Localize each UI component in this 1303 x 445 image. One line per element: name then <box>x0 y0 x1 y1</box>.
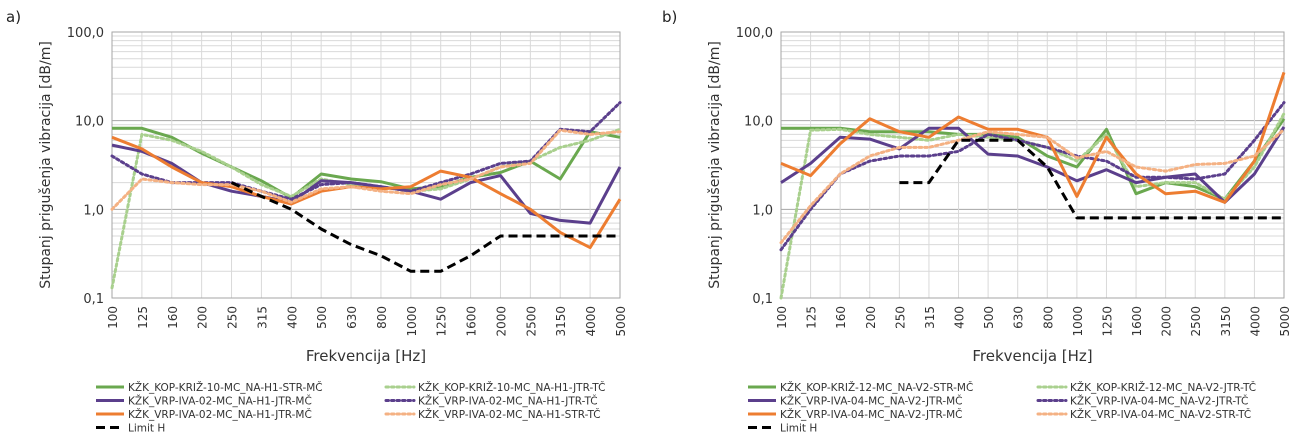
x-ticks-b: 100 125 160 200 250 315 400 500 630 800 1000 1250 16… <box>775 306 1292 337</box>
chart-panel-b: b) Stupanj prigušenja vibracija [dB/m] F… <box>662 8 1292 435</box>
grid-a <box>111 31 621 299</box>
legend-label: KŽK_VRP-IVA-04-MC_NA-V2-JTR-MČ <box>780 395 963 408</box>
x-tick-label: 630 <box>345 306 359 329</box>
y-tick-label: 10,0 <box>75 115 104 130</box>
x-tick-label: 4000 <box>584 306 598 337</box>
legend-label: KŽK_KOP-KRIŽ-12-MC_NA-V2-JTR-TČ <box>1070 381 1256 394</box>
y-tick-label: 10,0 <box>744 115 773 130</box>
series-line-4 <box>779 101 1286 252</box>
x-tick-label: 2000 <box>1160 306 1174 337</box>
y-tick-label: 1,0 <box>83 203 104 218</box>
legend-label: KŽK_KOP-KRIŽ-10-MC_NA-H1-JTR-TČ <box>418 381 605 394</box>
x-tick-label: 1000 <box>1071 306 1085 337</box>
x-tick-label: 1250 <box>1100 306 1114 337</box>
x-axis-label-b: Frekvencija [Hz] <box>972 347 1092 365</box>
x-tick-label: 250 <box>893 306 907 329</box>
legend-label: KŽK_KOP-KRIŽ-10-MC_NA-H1-STR-MČ <box>128 381 323 394</box>
x-tick-label: 400 <box>285 306 299 329</box>
x-tick-label: 800 <box>1041 306 1055 329</box>
series-line-7 <box>230 181 620 273</box>
y-tick-label: 0,1 <box>83 292 104 307</box>
x-tick-label: 5000 <box>614 306 628 337</box>
y-tick-label: 100,0 <box>736 26 773 41</box>
legend-label: KŽK_VRP-IVA-04-MC_NA-V2-JTR-TČ <box>1070 395 1248 408</box>
x-tick-label: 200 <box>864 306 878 329</box>
x-tick-label: 200 <box>196 306 210 329</box>
legend-label: KŽK_VRP-IVA-02-MC_NA-H1-STR-TČ <box>418 408 601 421</box>
legend-a: KŽK_KOP-KRIŽ-10-MC_NA-H1-STR-MČ KŽK_KOP-K… <box>96 381 605 435</box>
x-tick-label: 100 <box>775 306 789 329</box>
x-ticks-a: 100 125 160 200 250 315 400 500 630 800 1000 1250 16… <box>106 306 628 337</box>
legend-label: KŽK_KOP-KRIŽ-12-MC_NA-V2-STR-MČ <box>780 381 973 394</box>
panel-label-a: a) <box>6 8 21 26</box>
y-ticks-b: 0,1 1,0 10,0 100,0 <box>736 26 773 307</box>
series-line-2 <box>779 112 1286 300</box>
y-ticks-a: 0,1 1,0 10,0 100,0 <box>67 26 104 307</box>
x-tick-label: 800 <box>375 306 389 329</box>
legend-label: Limit H <box>128 423 165 435</box>
x-tick-label: 1000 <box>405 306 419 337</box>
series-line-3 <box>780 126 1286 204</box>
legend-label: KŽK_VRP-IVA-04-MC_NA-V2-STR-TČ <box>1070 408 1251 421</box>
series-line-7 <box>899 138 1284 220</box>
y-axis-label-b: Stupanj prigušenja vibracija [dB/m] <box>707 41 723 289</box>
series-line-5 <box>780 71 1286 204</box>
plot-frame <box>111 31 621 299</box>
series-line-6 <box>110 128 622 211</box>
legend-label: Limit H <box>780 423 817 435</box>
x-tick-label: 100 <box>106 306 120 329</box>
x-tick-label: 160 <box>834 306 848 329</box>
x-tick-label: 2000 <box>494 306 508 337</box>
legend-label: KŽK_VRP-IVA-02-MC_NA-H1-JTR-MČ <box>128 408 312 421</box>
x-tick-label: 4000 <box>1248 306 1262 337</box>
series-b <box>779 71 1286 300</box>
x-tick-label: 2500 <box>1189 306 1203 337</box>
x-tick-label: 1600 <box>1130 306 1144 337</box>
legend-label: KŽK_VRP-IVA-04-MC_NA-V2-JTR-MČ <box>780 408 963 421</box>
x-tick-label: 3150 <box>554 306 568 337</box>
panel-label-b: b) <box>662 8 677 26</box>
chart-panel-a: a) Stupanj prigušenja vibracija [dB/m] F… <box>6 8 628 435</box>
x-tick-label: 160 <box>166 306 180 329</box>
y-tick-label: 1,0 <box>752 203 773 218</box>
x-axis-label-a: Frekvencija [Hz] <box>306 347 426 365</box>
x-tick-label: 315 <box>923 306 937 329</box>
y-axis-label-a: Stupanj prigušenja vibracija [dB/m] <box>38 41 54 289</box>
x-tick-label: 500 <box>982 306 996 329</box>
x-tick-label: 315 <box>255 306 269 329</box>
legend-label: KŽK_VRP-IVA-02-MC_NA-H1-JTR-TČ <box>418 395 598 408</box>
x-tick-label: 400 <box>953 306 967 329</box>
x-tick-label: 5000 <box>1278 306 1292 337</box>
x-tick-label: 1250 <box>435 306 449 337</box>
x-tick-label: 630 <box>1012 306 1026 329</box>
x-tick-label: 500 <box>315 306 329 329</box>
series-line-1 <box>781 117 1286 201</box>
legend-b: KŽK_KOP-KRIŽ-12-MC_NA-V2-STR-MČ KŽK_KOP-K… <box>748 381 1256 435</box>
x-tick-label: 2500 <box>524 306 538 337</box>
series-line-6 <box>779 127 1286 245</box>
x-tick-label: 1600 <box>465 306 479 337</box>
y-tick-label: 100,0 <box>67 26 104 41</box>
x-tick-label: 3150 <box>1219 306 1233 337</box>
x-tick-label: 250 <box>226 306 240 329</box>
series-a <box>110 101 622 290</box>
x-tick-label: 125 <box>805 306 819 329</box>
legend-label: KŽK_VRP-IVA-02-MC_NA-H1-JTR-MČ <box>128 395 312 408</box>
y-tick-label: 0,1 <box>752 292 773 307</box>
x-tick-label: 125 <box>136 306 150 329</box>
series-line-2 <box>110 127 622 290</box>
